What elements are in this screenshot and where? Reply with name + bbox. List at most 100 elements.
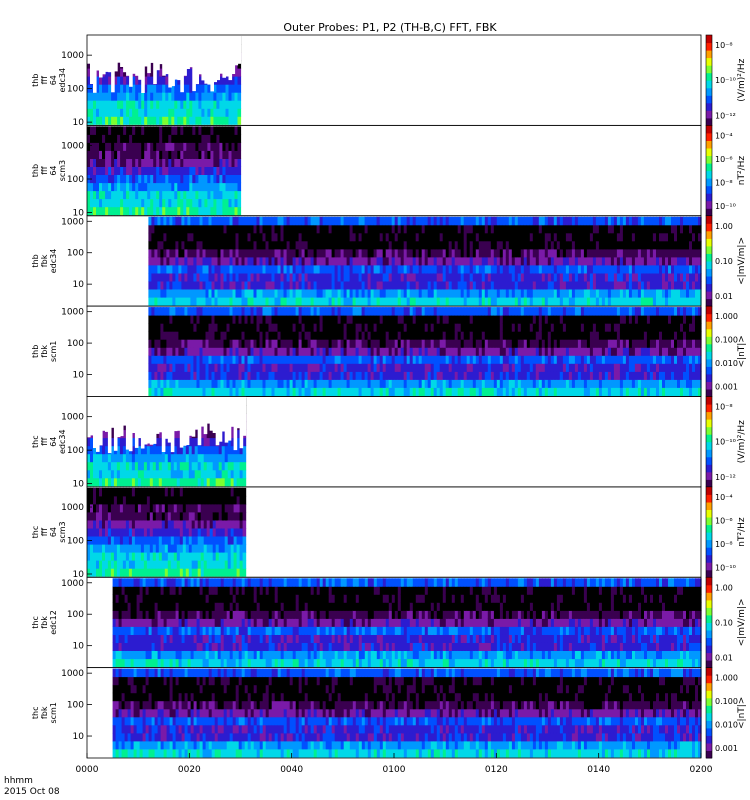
spectrogram-cell bbox=[132, 126, 136, 135]
spectrogram-cell bbox=[192, 134, 196, 143]
spectrogram-cell bbox=[526, 240, 531, 250]
spectrogram-cell bbox=[487, 232, 492, 242]
spectrogram-cell bbox=[160, 216, 164, 226]
spectrogram-cell bbox=[631, 281, 636, 290]
spectrogram-cell bbox=[198, 76, 202, 85]
spectrogram-cell bbox=[400, 281, 405, 290]
spectrogram-cell bbox=[187, 289, 191, 298]
spectrogram-cell bbox=[196, 216, 201, 226]
figure-title: Outer Probes: P1, P2 (TH-B,C) FFT, FBK bbox=[283, 21, 497, 34]
spectrogram-cell bbox=[463, 297, 468, 306]
spectrogram-cell bbox=[571, 216, 576, 226]
spectrogram-cell bbox=[129, 174, 133, 184]
spectrogram-cell bbox=[226, 224, 231, 234]
spectrogram-cell bbox=[162, 108, 166, 117]
spectrogram-cell bbox=[108, 116, 112, 125]
spectrogram-cell bbox=[370, 216, 375, 226]
spectrogram-cell bbox=[475, 240, 480, 250]
spectrogram-cell bbox=[138, 76, 142, 85]
spectrogram-cell bbox=[163, 248, 167, 258]
spectrogram-cell bbox=[222, 142, 226, 151]
spectrogram-cell bbox=[277, 265, 282, 274]
spectrogram-cell bbox=[234, 76, 239, 85]
spectrogram-cell bbox=[141, 206, 145, 216]
colorbar-step bbox=[706, 61, 712, 66]
spectrogram-cell bbox=[601, 265, 606, 274]
spectrogram-cell bbox=[484, 224, 489, 234]
colorbar-step bbox=[706, 294, 712, 300]
spectrogram-cell bbox=[148, 216, 152, 226]
spectrogram-cell bbox=[114, 126, 118, 135]
spectrogram-cell bbox=[126, 126, 130, 135]
spectrogram-cell bbox=[604, 265, 609, 274]
spectrogram-cell bbox=[262, 232, 267, 242]
spectrogram-cell bbox=[277, 289, 282, 298]
spectrogram-cell bbox=[168, 100, 172, 109]
spectrogram-cell bbox=[226, 216, 231, 226]
spectrogram-cell bbox=[165, 166, 169, 175]
spectrogram-cell bbox=[668, 256, 672, 266]
spectrogram-cell bbox=[631, 248, 636, 258]
spectrogram-cell bbox=[319, 297, 324, 306]
spectrogram-cell bbox=[228, 206, 233, 216]
spectrogram-cell bbox=[433, 297, 438, 306]
spectrogram-cell bbox=[586, 256, 591, 266]
spectrogram-cell bbox=[223, 216, 228, 226]
spectrogram-cell bbox=[201, 206, 205, 216]
spectrogram-cell bbox=[616, 256, 621, 266]
spectrogram-cell bbox=[397, 216, 402, 226]
spectrogram-cell bbox=[544, 224, 549, 234]
spectrogram-cell bbox=[141, 142, 145, 151]
spectrogram-cell bbox=[469, 355, 474, 364]
spectrogram-cell bbox=[289, 281, 294, 290]
spectrogram-cell bbox=[217, 265, 222, 274]
spectrogram-cell bbox=[241, 281, 246, 290]
spectrogram-cell bbox=[226, 297, 231, 306]
spectrogram-cell bbox=[208, 240, 213, 250]
spectrogram-cell bbox=[183, 126, 187, 135]
spectrogram-cell bbox=[298, 216, 303, 226]
spectrogram-cell bbox=[175, 240, 179, 250]
spectrogram-cell bbox=[403, 232, 408, 242]
spectrogram-cell bbox=[93, 206, 97, 216]
spectrogram-cell bbox=[274, 224, 279, 234]
spectrogram-cell bbox=[159, 126, 163, 135]
spectrogram-cell bbox=[193, 363, 197, 372]
spectrogram-cell bbox=[352, 273, 357, 282]
spectrogram-cell bbox=[439, 224, 444, 234]
spectrogram-cell bbox=[132, 35, 136, 74]
spectrogram-cell bbox=[457, 256, 462, 266]
spectrogram-cell bbox=[213, 182, 217, 192]
spectrogram-cell bbox=[674, 224, 678, 234]
spectrogram-cell bbox=[165, 206, 169, 216]
spectrogram-cell bbox=[195, 92, 199, 101]
spectrogram-cell bbox=[613, 273, 618, 282]
spectrogram-cell bbox=[166, 248, 170, 258]
spectrogram-cell bbox=[87, 158, 91, 167]
spectrogram-cell bbox=[99, 108, 103, 117]
spectrogram-cell bbox=[475, 265, 480, 274]
spectrogram-cell bbox=[283, 289, 288, 298]
spectrogram-cell bbox=[229, 240, 234, 250]
spectrogram-cell bbox=[580, 256, 585, 266]
spectrogram-cell bbox=[649, 289, 654, 298]
spectrogram-cell bbox=[598, 297, 603, 306]
spectrogram-cell bbox=[586, 289, 591, 298]
spectrogram-cell bbox=[262, 256, 267, 266]
spectrogram-cell bbox=[619, 273, 624, 282]
spectrogram-cell bbox=[237, 68, 242, 77]
spectrogram-cell bbox=[628, 216, 633, 226]
spectrogram-cell bbox=[343, 232, 348, 242]
spectrogram-cell bbox=[114, 116, 118, 125]
spectrogram-cell bbox=[87, 126, 91, 135]
spectrogram-cell bbox=[120, 174, 124, 184]
spectrogram-cell bbox=[189, 68, 193, 77]
y-tick-label: 10 bbox=[73, 280, 85, 290]
spectrogram-cell bbox=[132, 116, 136, 125]
spectrogram-cell bbox=[628, 240, 633, 250]
spectrogram-cell bbox=[607, 216, 612, 226]
spectrogram-cell bbox=[622, 256, 627, 266]
spectrogram-cell bbox=[151, 248, 155, 258]
spectrogram-cell bbox=[490, 216, 495, 226]
spectrogram-cell bbox=[111, 126, 115, 135]
